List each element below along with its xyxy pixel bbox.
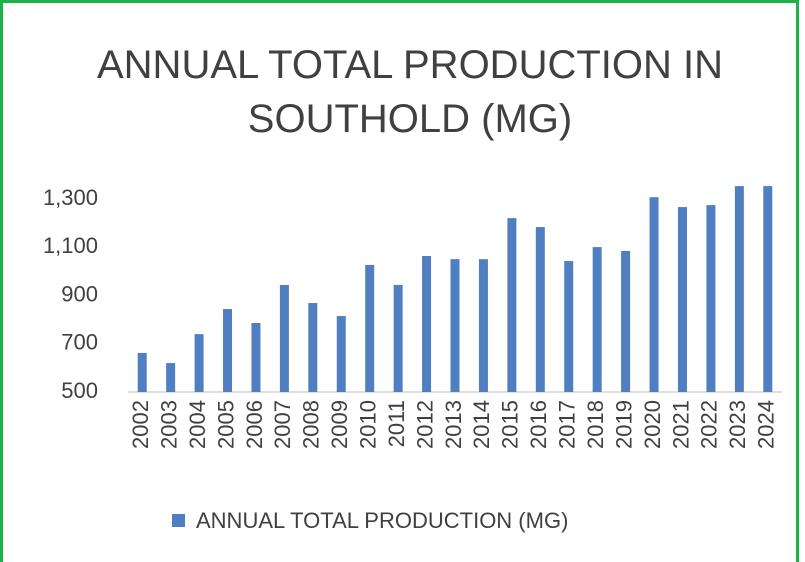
x-tick-label: 2016 xyxy=(526,400,551,449)
x-tick-label: 2005 xyxy=(213,400,238,449)
bar xyxy=(166,363,176,392)
bar xyxy=(706,205,716,392)
bar xyxy=(450,259,460,392)
x-tick-label: 2018 xyxy=(583,400,608,449)
bar xyxy=(336,316,346,392)
bar xyxy=(223,309,233,392)
x-tick-label: 2021 xyxy=(668,400,693,449)
chart-title: ANNUAL TOTAL PRODUCTION IN SOUTHOLD (MG) xyxy=(96,43,723,141)
bar xyxy=(564,261,574,392)
y-tick-label: 900 xyxy=(61,281,98,306)
bar xyxy=(677,207,687,392)
x-tick-label: 2002 xyxy=(128,400,153,449)
bar xyxy=(365,264,375,392)
bar xyxy=(734,186,744,392)
x-tick-label: 2012 xyxy=(412,400,437,449)
bar xyxy=(507,218,517,392)
x-tick-label: 2020 xyxy=(640,400,665,449)
x-tick-label: 2007 xyxy=(270,400,295,449)
bar xyxy=(137,352,147,392)
x-tick-label: 2017 xyxy=(555,400,580,449)
x-tick-label: 2014 xyxy=(469,400,494,449)
y-tick-label: 1,100 xyxy=(43,233,98,258)
x-tick-label: 2013 xyxy=(441,400,466,449)
bar xyxy=(478,259,488,392)
bar xyxy=(535,227,545,392)
x-tick-label: 2011 xyxy=(384,400,409,447)
bar xyxy=(279,284,289,392)
y-tick-label: 500 xyxy=(61,378,98,403)
bar xyxy=(194,334,204,392)
x-tick-label: 2004 xyxy=(185,400,210,449)
y-tick-label: 700 xyxy=(61,330,98,355)
x-tick-label: 2024 xyxy=(754,400,779,449)
x-tick-label: 2015 xyxy=(498,400,523,449)
bar xyxy=(763,186,773,392)
x-tick-label: 2003 xyxy=(156,400,181,449)
bar xyxy=(308,303,318,392)
bar xyxy=(621,250,631,392)
x-tick-label: 2019 xyxy=(611,400,636,449)
x-tick-label: 2009 xyxy=(327,400,352,449)
legend-swatch xyxy=(172,514,185,527)
bar xyxy=(251,323,261,392)
x-tick-label: 2006 xyxy=(242,400,267,449)
bar xyxy=(393,284,403,392)
x-tick-label: 2010 xyxy=(356,400,381,449)
legend-label: ANNUAL TOTAL PRODUCTION (MG) xyxy=(196,508,568,533)
y-tick-label: 1,300 xyxy=(43,185,98,210)
x-tick-label: 2022 xyxy=(697,400,722,449)
x-tick-label: 2008 xyxy=(299,400,324,449)
x-tick-label: 2023 xyxy=(725,400,750,449)
bar xyxy=(592,247,602,392)
bar xyxy=(422,256,432,392)
bar xyxy=(649,197,659,392)
